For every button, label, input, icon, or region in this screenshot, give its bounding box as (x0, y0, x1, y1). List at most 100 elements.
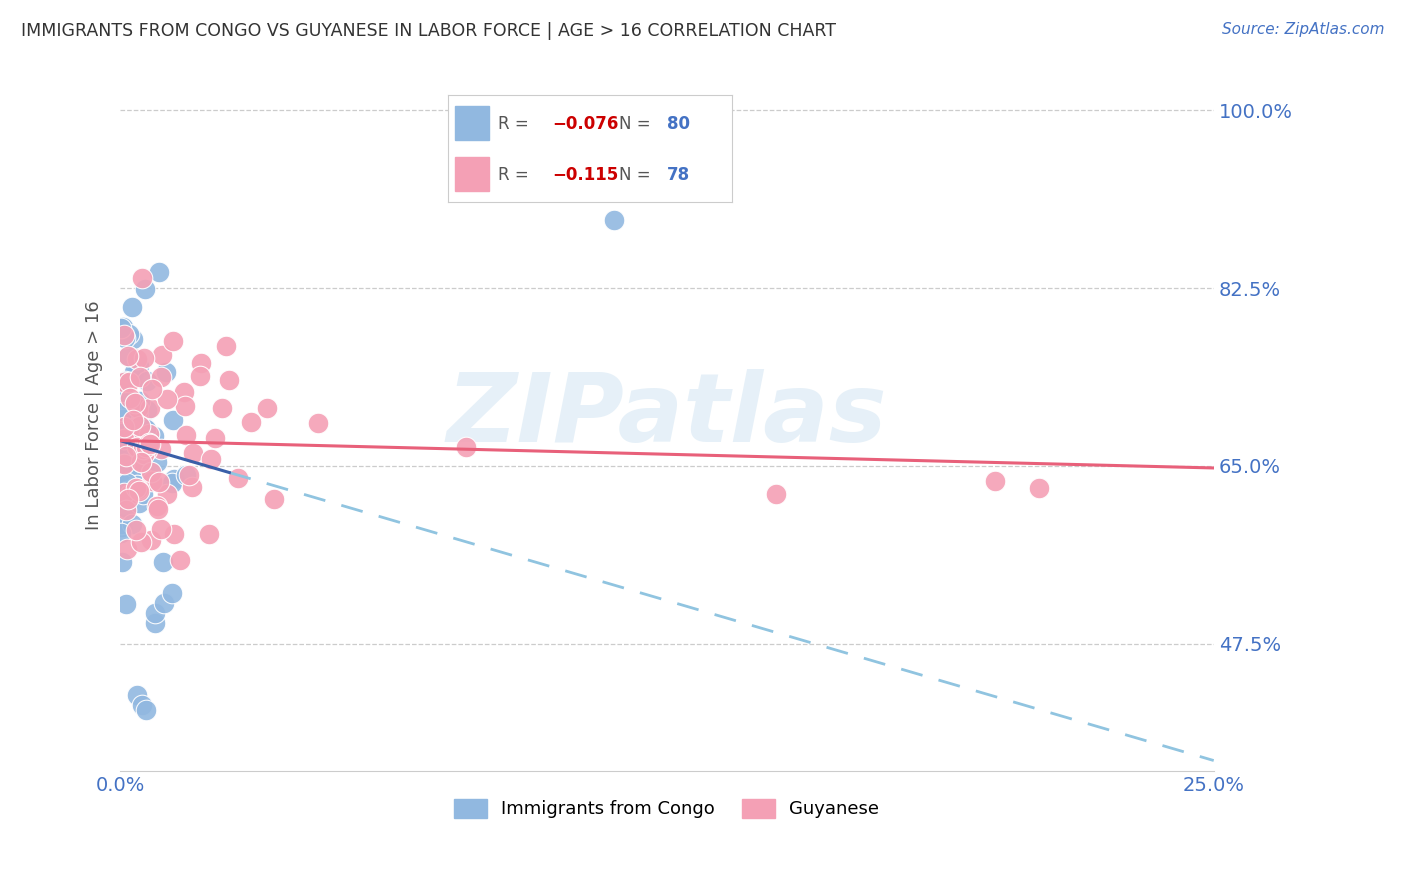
Point (148, 475, 170, 489)
Point (111, 445, 134, 459)
Text: ZIPatlas: ZIPatlas (447, 368, 887, 462)
Point (112, 404, 135, 418)
Point (138, 427, 160, 442)
Point (112, 328, 135, 343)
Point (115, 449, 138, 463)
Point (112, 320, 135, 334)
Point (150, 348, 173, 362)
Point (603, 213, 626, 227)
Point (456, 441, 478, 455)
Point (198, 527, 221, 541)
Point (111, 390, 134, 404)
Point (110, 321, 132, 335)
Point (114, 374, 136, 388)
Point (114, 331, 136, 345)
Point (176, 468, 198, 483)
Point (115, 501, 138, 516)
Point (139, 533, 162, 548)
Point (114, 446, 136, 460)
Point (256, 401, 278, 416)
Point (162, 412, 184, 426)
Point (112, 432, 135, 446)
Text: Source: ZipAtlas.com: Source: ZipAtlas.com (1222, 22, 1385, 37)
Point (112, 457, 135, 471)
Point (128, 496, 150, 510)
Point (135, 440, 157, 454)
Point (112, 322, 135, 336)
Point (114, 597, 136, 611)
Point (200, 452, 222, 467)
Point (765, 487, 787, 501)
Point (112, 426, 135, 441)
Point (115, 484, 138, 499)
Point (190, 356, 212, 370)
Point (1028, 481, 1050, 495)
Point (125, 440, 148, 454)
Point (110, 417, 132, 431)
Point (110, 401, 132, 416)
Point (120, 486, 142, 500)
Point (115, 475, 138, 490)
Point (132, 351, 155, 365)
Point (122, 365, 145, 379)
Point (128, 484, 150, 499)
Point (138, 436, 160, 450)
Point (162, 472, 184, 486)
Point (112, 420, 135, 434)
Point (118, 391, 141, 405)
Point (174, 428, 197, 442)
Point (174, 399, 197, 413)
Point (143, 616, 166, 631)
Point (120, 458, 142, 472)
Point (122, 421, 145, 435)
Point (112, 375, 135, 389)
Point (984, 474, 1007, 488)
Point (120, 398, 142, 412)
Point (163, 527, 186, 541)
Point (127, 352, 149, 367)
Point (125, 478, 148, 492)
Point (132, 460, 155, 475)
Point (110, 516, 132, 531)
Point (111, 384, 134, 399)
Point (127, 482, 149, 496)
Point (135, 422, 157, 436)
Point (110, 436, 132, 450)
Point (111, 555, 134, 569)
Point (128, 359, 150, 374)
Point (226, 471, 249, 485)
Point (146, 502, 169, 516)
Point (115, 401, 138, 415)
Point (139, 465, 162, 479)
Point (148, 265, 170, 279)
Point (110, 520, 132, 534)
Legend: Immigrants from Congo, Guyanese: Immigrants from Congo, Guyanese (447, 792, 886, 826)
Point (131, 419, 153, 434)
Point (138, 401, 160, 415)
Point (139, 437, 162, 451)
Point (120, 440, 142, 454)
Point (114, 434, 136, 449)
Point (135, 443, 157, 458)
Point (122, 413, 145, 427)
Point (136, 402, 159, 417)
Point (173, 384, 195, 399)
Point (117, 418, 139, 433)
Point (127, 401, 149, 415)
Point (307, 416, 329, 430)
Point (125, 481, 148, 495)
Point (215, 339, 238, 353)
Point (117, 542, 139, 557)
Point (129, 454, 152, 468)
Point (117, 349, 139, 363)
Point (120, 370, 142, 384)
Point (117, 375, 139, 389)
Point (143, 429, 166, 443)
Point (114, 450, 136, 464)
Point (121, 300, 143, 314)
Point (110, 425, 132, 440)
Point (135, 703, 157, 717)
Point (124, 424, 146, 438)
Point (177, 467, 200, 482)
Point (124, 523, 146, 537)
